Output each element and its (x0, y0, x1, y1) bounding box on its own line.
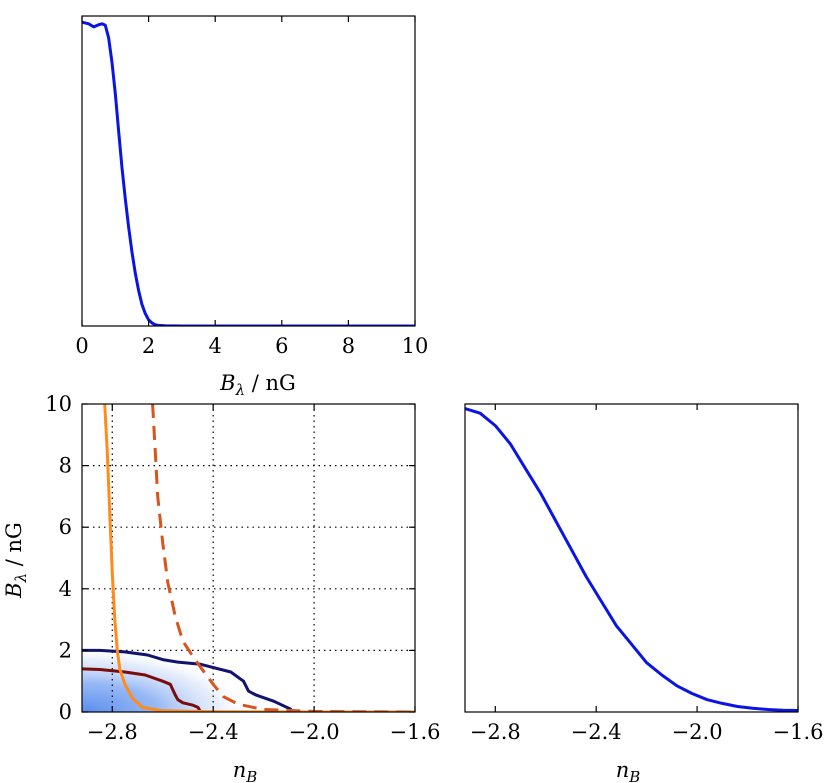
y-axis-label: Bλ / nG (2, 522, 30, 599)
x-tick-label: 2 (142, 334, 155, 358)
x-tick-label: −1.6 (390, 720, 441, 744)
axes-frame (81, 403, 416, 713)
x-axis-label-main: n (616, 758, 630, 782)
x-axis-label: nB (616, 758, 641, 783)
x-tick-label: −2.8 (87, 720, 138, 744)
x-tick-label: 8 (342, 334, 355, 358)
series-line-0 (465, 407, 798, 712)
x-tick-label: 4 (209, 334, 222, 358)
ticks-layer: −2.8 −2.4 −2.0 −1.6 0 2 4 6 8 10 (45, 392, 440, 744)
x-axis-label-sub: B (628, 768, 640, 783)
x-axis-label-sub: B (245, 768, 257, 783)
x-tick-label: 0 (75, 334, 88, 358)
x-tick-label: 10 (402, 334, 429, 358)
ticks-layer: −2.8 −2.4 −2.0 −1.6 (470, 404, 824, 744)
y-tick-label: 0 (59, 700, 72, 724)
x-tick-label: −2.4 (571, 720, 622, 744)
x-tick-label: −2.0 (289, 720, 340, 744)
panel-bottom-right: −2.8 −2.4 −2.0 −1.6 nB (464, 403, 824, 783)
panel-top-left: 0 2 4 6 8 10 Bλ / nG (75, 15, 428, 399)
axes-frame (81, 15, 416, 327)
series-layer (465, 407, 798, 712)
y-tick-label: 8 (59, 454, 72, 478)
x-axis-label-main: B (219, 371, 235, 395)
series-line-3 (151, 404, 415, 712)
y-tick-label: 2 (59, 638, 72, 662)
series-line-0 (82, 648, 293, 711)
x-axis-label-sub: λ (235, 381, 246, 399)
x-axis-label-main: n (233, 758, 247, 782)
y-axis-label-unit: / nG (2, 522, 26, 573)
ticks-layer: 0 2 4 6 8 10 (75, 16, 428, 358)
series-layer (82, 20, 415, 326)
x-tick-label: −2.8 (470, 720, 521, 744)
series-line-0 (82, 20, 415, 326)
density-layer (82, 647, 252, 712)
x-axis-label: nB (233, 758, 258, 783)
y-axis-label-main: B (2, 582, 26, 598)
y-tick-label: 10 (45, 392, 72, 416)
axes-frame (464, 403, 799, 713)
y-tick-label: 6 (59, 515, 72, 539)
y-axis-label-sub: λ (12, 573, 30, 584)
x-tick-label: −2.4 (188, 720, 239, 744)
density-region (82, 647, 252, 712)
y-tick-label: 4 (59, 577, 72, 601)
x-tick-label: −1.6 (773, 720, 824, 744)
x-axis-label-unit: / nG (245, 371, 296, 395)
x-tick-label: −2.0 (672, 720, 723, 744)
x-tick-label: 6 (275, 334, 288, 358)
x-axis-label: Bλ / nG (219, 371, 296, 399)
